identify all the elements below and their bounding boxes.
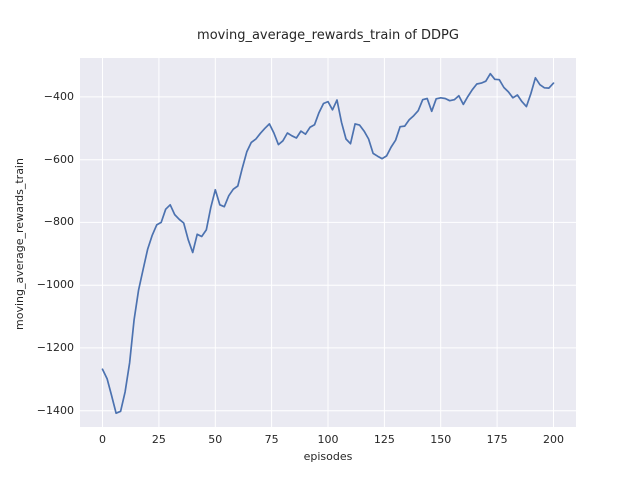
x-tick-label: 50 bbox=[208, 433, 223, 446]
x-tick-label: 100 bbox=[317, 433, 339, 446]
y-tick-label: −1400 bbox=[36, 403, 74, 417]
x-tick-label: 175 bbox=[486, 433, 508, 446]
x-tick-label: 0 bbox=[99, 433, 107, 446]
chart-title: moving_average_rewards_train of DDPG bbox=[197, 28, 459, 43]
plot-area bbox=[80, 58, 576, 427]
y-tick-label: −1200 bbox=[36, 340, 74, 354]
y-tick-label: −400 bbox=[43, 89, 74, 103]
y-tick-label: −600 bbox=[43, 152, 74, 166]
y-tick-label: −800 bbox=[43, 215, 74, 229]
x-tick-label: 150 bbox=[430, 433, 452, 446]
x-tick-label: 75 bbox=[264, 433, 279, 446]
x-axis-label: episodes bbox=[303, 450, 353, 463]
y-tick-label: −1000 bbox=[36, 278, 74, 292]
x-tick-label: 125 bbox=[373, 433, 395, 446]
x-tick-label: 25 bbox=[151, 433, 166, 446]
line-chart-svg bbox=[80, 58, 576, 427]
series-line bbox=[101, 72, 555, 415]
x-tick-label: 200 bbox=[542, 433, 564, 446]
